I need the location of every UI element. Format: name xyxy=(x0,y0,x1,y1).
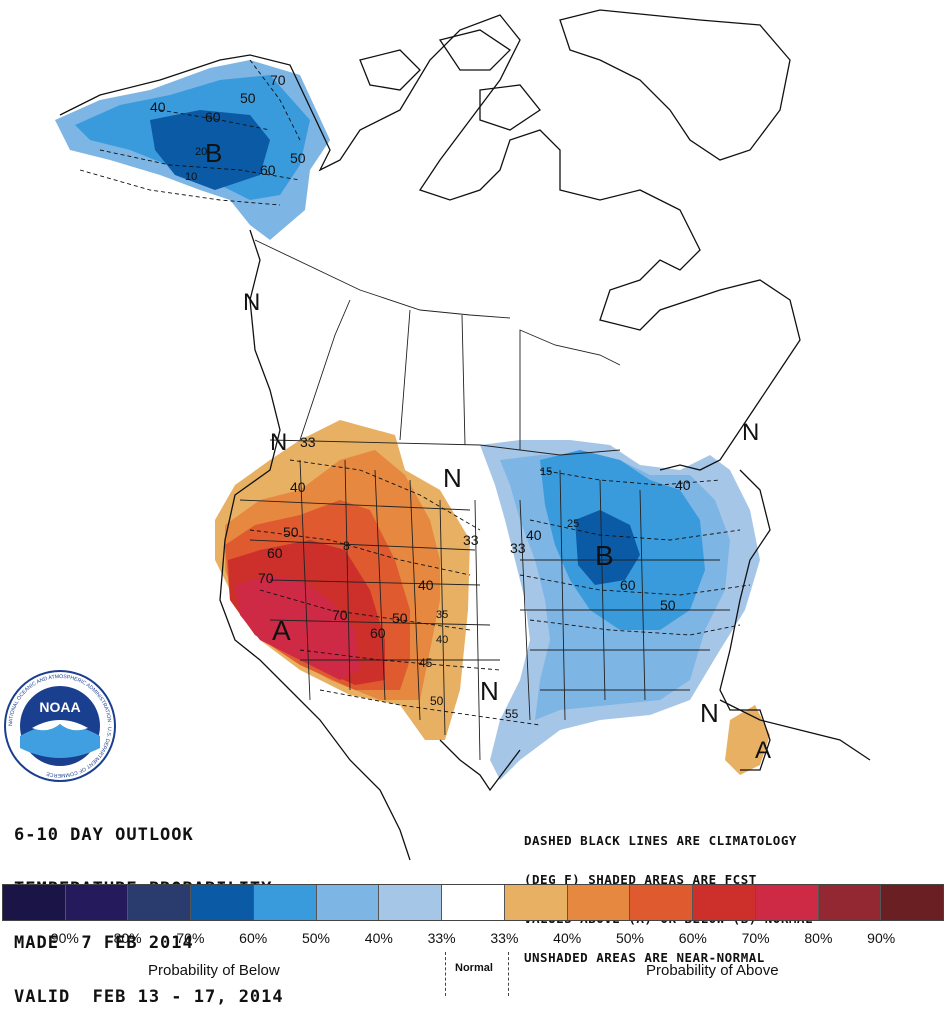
region-letter-normal-5: N xyxy=(742,419,759,446)
legend-swatch xyxy=(881,885,944,920)
legend-swatch xyxy=(191,885,254,920)
legend-tick-label: 60% xyxy=(239,930,268,946)
title-line-1: 6-10 DAY OUTLOOK xyxy=(14,825,194,845)
note-line-1: DASHED BLACK LINES ARE CLIMATOLOGY xyxy=(524,833,797,848)
region-letter-florida: A xyxy=(755,737,771,764)
contour-label: 60 xyxy=(620,577,636,593)
contour-label: 40 xyxy=(526,527,542,543)
contour-label: 60 xyxy=(370,625,386,641)
noaa-logo-text: NOAA xyxy=(39,699,80,715)
contour-label: 50 xyxy=(430,694,444,708)
legend-swatch xyxy=(755,885,819,920)
florida-above-33 xyxy=(725,705,770,775)
region-letter-west: A xyxy=(272,615,291,646)
contour-label: 70 xyxy=(258,570,274,586)
region-letter-normal-4: N xyxy=(270,429,287,456)
contour-label: 40 xyxy=(150,99,166,115)
contour-label: 40 xyxy=(436,634,448,646)
contour-label: 20 xyxy=(195,146,207,158)
legend-swatch xyxy=(567,885,631,920)
region-letter-east: B xyxy=(595,540,614,571)
legend-tick-label: 33% xyxy=(427,930,456,946)
normal-divider-left xyxy=(445,952,446,996)
region-letter-normal-6: N xyxy=(243,289,260,316)
contour-label: 35 xyxy=(436,609,448,621)
contour-label: 33 xyxy=(510,540,526,556)
note-line-2: (DEG F) SHADED AREAS ARE FCST xyxy=(524,872,757,887)
legend-tick-label: 70% xyxy=(741,930,770,946)
legend-swatch xyxy=(128,885,192,920)
climatology-note: DASHED BLACK LINES ARE CLIMATOLOGY (DEG … xyxy=(524,808,813,977)
contour-label: 40 xyxy=(675,477,691,493)
legend-swatch xyxy=(693,885,756,920)
region-letter-normal-1: N xyxy=(443,463,462,493)
contour-label: 50 xyxy=(240,90,256,106)
outlook-map: B A B A N N N N N N 70 50 60 40 60 50 10… xyxy=(55,9,871,861)
legend-swatch xyxy=(65,885,129,920)
coastlines xyxy=(59,9,871,861)
legend-swatch xyxy=(442,885,505,920)
legend-tick-label: 33% xyxy=(490,930,519,946)
legend-tick-label: 90% xyxy=(867,930,896,946)
legend-swatch xyxy=(504,885,568,920)
contour-label: 33 xyxy=(300,434,316,450)
noaa-logo: NOAA NATIONAL OCEANIC AND ATMOSPHERIC AD… xyxy=(4,670,116,782)
boundaries xyxy=(239,239,730,761)
contour-label: 60 xyxy=(260,162,276,178)
contour-label: 55 xyxy=(505,707,519,721)
contour-label: 15 xyxy=(540,466,552,478)
note-line-4: UNSHADED AREAS ARE NEAR-NORMAL xyxy=(524,950,765,965)
legend-above-label: Probability of Above xyxy=(646,962,779,979)
legend-tick-label: 50% xyxy=(615,930,645,946)
normal-divider-right xyxy=(508,952,509,996)
region-letter-alaska: B xyxy=(205,138,222,168)
legend-swatch xyxy=(3,885,66,920)
contour-label: 40 xyxy=(290,479,306,495)
legend-tick-label: 80% xyxy=(804,930,833,946)
legend-tick-label: 40% xyxy=(364,930,393,946)
legend-swatch xyxy=(316,885,380,920)
contour-label: 70 xyxy=(270,72,286,88)
legend-tick-label: 40% xyxy=(553,930,582,946)
climatology-lines xyxy=(79,59,751,726)
region-letter-normal-2: N xyxy=(480,676,499,706)
legend-tick-label: 90% xyxy=(50,930,79,946)
legend-color-bar xyxy=(2,884,944,921)
contour-label: 40 xyxy=(418,577,434,593)
legend-below-label: Probability of Below xyxy=(148,962,280,979)
contour-label: 10 xyxy=(185,171,197,183)
east-below-60 xyxy=(575,510,640,585)
legend-normal-label: Normal xyxy=(455,962,493,974)
contour-label: 60 xyxy=(205,109,221,125)
contour-label: 50 xyxy=(392,610,408,626)
legend-tick-label: 70% xyxy=(176,930,205,946)
title-line-3: MADE 7 FEB 2014 xyxy=(14,933,194,953)
legend-swatch xyxy=(379,885,443,920)
legend-tick-label: 50% xyxy=(301,930,331,946)
contour-label: 50 xyxy=(660,597,676,613)
title-line-4: VALID FEB 13 - 17, 2014 xyxy=(14,987,284,1007)
legend-swatch xyxy=(630,885,694,920)
contour-label: 50 xyxy=(290,150,306,166)
contour-label: 60 xyxy=(267,545,283,561)
legend-tick-label: 60% xyxy=(678,930,707,946)
contour-label: 45 xyxy=(419,656,433,670)
contour-label: 70 xyxy=(332,607,348,623)
contour-label: 33 xyxy=(463,532,479,548)
contour-label: 50 xyxy=(283,524,299,540)
legend-tick-label: 80% xyxy=(113,930,142,946)
legend-swatch xyxy=(253,885,317,920)
shaded-areas xyxy=(55,60,770,780)
contour-label: 25 xyxy=(567,518,579,530)
contour-label: 8 xyxy=(343,539,350,553)
legend-swatch xyxy=(818,885,882,920)
region-letter-normal-3: N xyxy=(700,698,719,728)
legend-ticks: 90% 80% 70% 60% 50% 40% 33% 33% 40% 50% 60% 70% 80% 9… xyxy=(0,930,946,950)
